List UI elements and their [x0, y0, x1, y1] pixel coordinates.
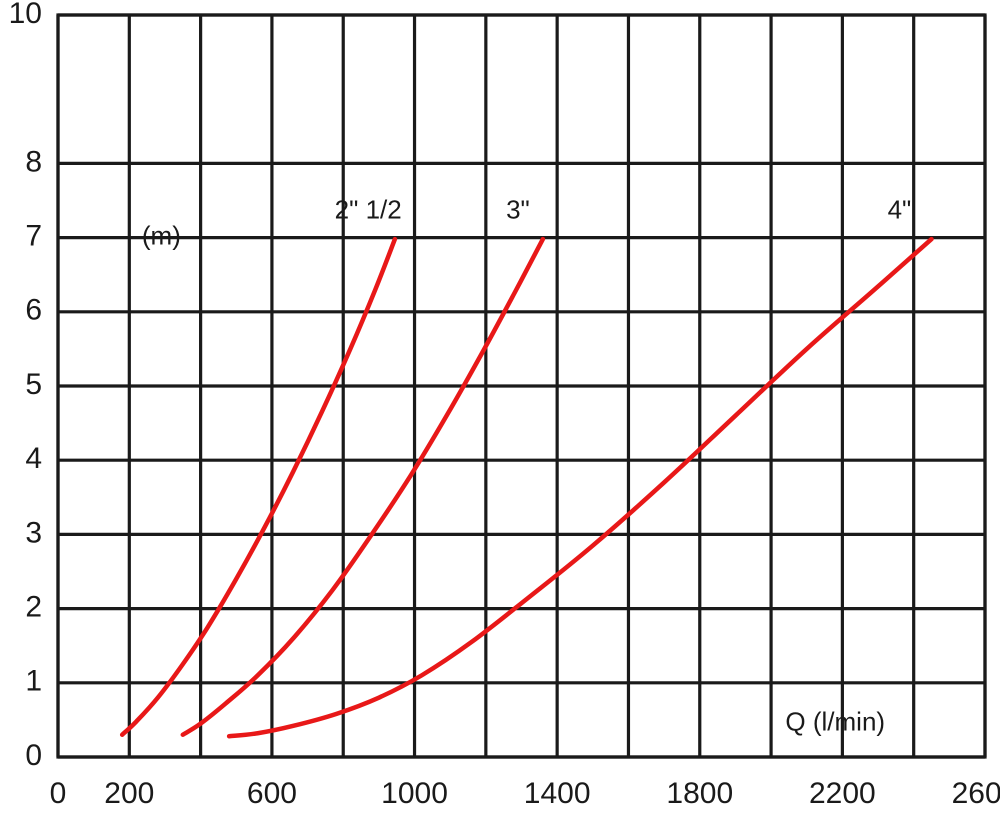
x-axis-title: Q (l/min): [785, 706, 885, 736]
x-tick-label: 0: [50, 777, 67, 810]
y-tick-label: 2: [25, 591, 42, 624]
x-tick-label: 600: [247, 777, 297, 810]
y-tick-label: 5: [25, 368, 42, 401]
x-tick-label: 1800: [666, 777, 733, 810]
x-tick-label: 200: [104, 777, 154, 810]
y-tick-label: 8: [25, 145, 42, 178]
y-tick-label: 3: [25, 516, 42, 549]
x-tick-label: 1400: [524, 777, 591, 810]
x-tick-label: 1000: [381, 777, 448, 810]
series-label-1: 3": [506, 195, 530, 225]
x-tick-label: 2600: [952, 777, 1000, 810]
x-tick-label: 2200: [809, 777, 876, 810]
pump-curve-chart: 0 200 600 1000 1400 1800 2200 2600 0 1 2 3 4 5 6 7 8 10 Q …: [0, 0, 1000, 819]
y-tick-label: 1: [25, 665, 42, 698]
y-tick-label: 0: [25, 739, 42, 772]
y-tick-label: 4: [25, 442, 42, 475]
y-tick-label: 6: [25, 294, 42, 327]
chart-svg: 0 200 600 1000 1400 1800 2200 2600 0 1 2 3 4 5 6 7 8 10 Q …: [0, 0, 1000, 819]
y-axis-title: (m): [142, 220, 181, 250]
series-label-0: 2" 1/2: [335, 195, 402, 225]
series-label-2: 4": [888, 195, 912, 225]
y-tick-label: 7: [25, 220, 42, 253]
chart-background: [0, 0, 1000, 819]
y-tick-label: 10: [9, 0, 42, 30]
